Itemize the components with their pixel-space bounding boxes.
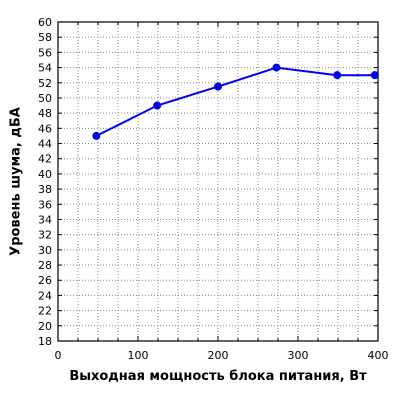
y-tick-label: 36 (38, 198, 52, 211)
series-line (95, 66, 375, 137)
y-tick-label: 38 (38, 183, 52, 196)
x-tick-label: 200 (208, 349, 229, 362)
y-tick-label: 32 (38, 229, 52, 242)
x-tick-label: 300 (288, 349, 309, 362)
y-tick-label: 54 (38, 62, 52, 75)
data-point (92, 131, 101, 140)
y-tick-label: 52 (38, 77, 52, 90)
y-tick-label: 34 (38, 213, 52, 226)
y-tick-label: 46 (38, 122, 52, 135)
y-tick-label: 22 (38, 305, 52, 318)
y-tick-label: 18 (38, 335, 52, 348)
tick-labels: 18 20 22 24 26 28 30 32 34 36 38 40 42 44 46 48 50 52 54 56… (38, 16, 389, 362)
data-point (214, 82, 222, 91)
y-tick-label: 40 (38, 168, 52, 181)
x-tick-label: 400 (368, 349, 389, 362)
y-tick-label: 44 (38, 138, 52, 151)
data-point (333, 71, 342, 80)
y-tick-label: 30 (38, 244, 52, 257)
y-tick-label: 42 (38, 153, 52, 166)
y-tick-label: 56 (38, 46, 52, 59)
y-tick-label: 24 (38, 289, 52, 302)
y-tick-label: 26 (38, 274, 52, 287)
x-tick-label: 100 (128, 349, 149, 362)
data-point (370, 71, 379, 80)
y-tick-label: 20 (38, 320, 52, 333)
y-axis-title: Уровень шума, дБА (9, 107, 24, 256)
axis-ticks (58, 21, 378, 342)
y-tick-label: 48 (38, 107, 52, 120)
y-tick-label: 60 (38, 16, 52, 29)
y-tick-label: 50 (38, 92, 52, 105)
y-tick-label: 58 (38, 31, 52, 44)
data-point (272, 63, 281, 72)
y-tick-label: 28 (38, 259, 52, 272)
series-group (92, 63, 379, 140)
x-tick-label: 0 (55, 349, 62, 362)
x-axis-title: Выходная мощность блока питания, Вт (69, 369, 367, 384)
data-point (153, 101, 162, 110)
